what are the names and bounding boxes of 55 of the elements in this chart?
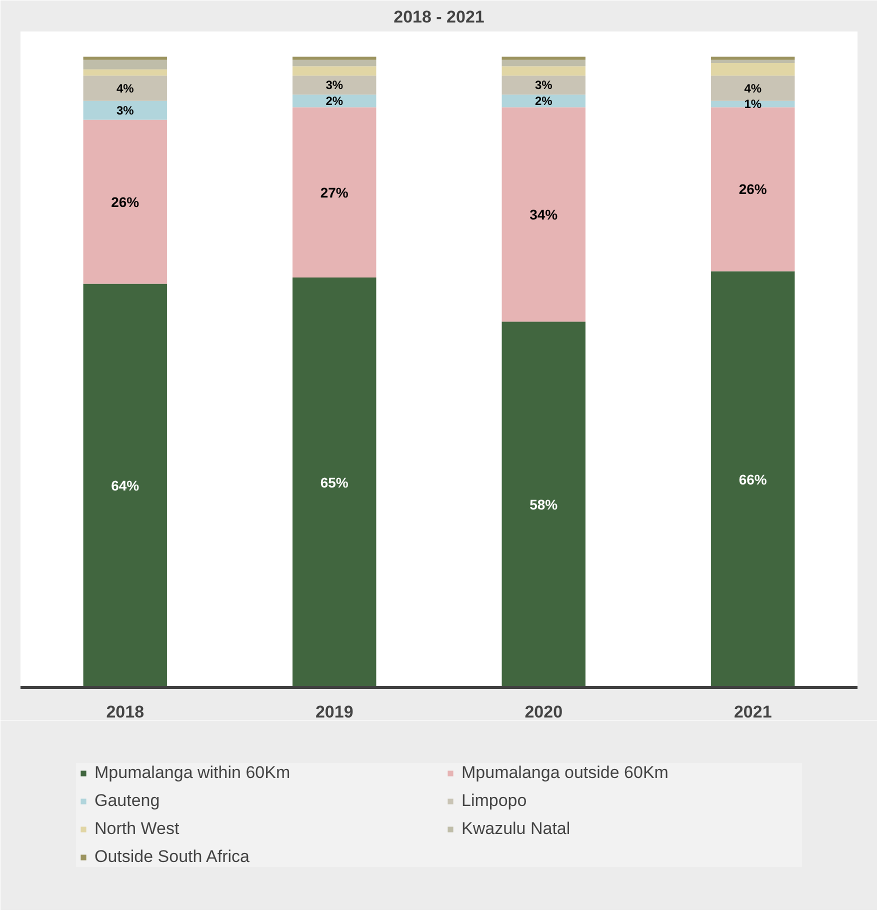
bar [502,107,586,322]
data-label: 2% [534,94,553,108]
bar [502,66,586,76]
legend-label: Mpumalanga within 60Km [94,763,292,783]
data-label: 3% [326,78,344,92]
bar [502,76,586,95]
legend-label: Limpopo [462,791,528,811]
bar [502,60,586,66]
bar [292,278,376,688]
bar [83,56,167,60]
x-tick-label: 2020 [524,702,563,722]
bar [711,60,795,64]
bar [711,271,795,688]
data-label: 1% [744,97,762,112]
bar [83,120,167,284]
data-label: 4% [744,81,762,96]
data-label: 34% [530,206,558,222]
legend-label: North West [94,819,180,839]
x-tick-label: 2021 [734,702,772,722]
data-label: 64% [111,478,140,494]
data-label: 26% [738,181,768,198]
bar [711,63,795,76]
legend-label: Outside South Africa [94,847,250,867]
bar [83,284,167,688]
bar [292,60,376,66]
data-label: 3% [116,103,134,118]
data-label: 26% [111,194,140,210]
bar [292,94,376,108]
data-label: 2% [326,94,344,108]
bar [711,56,795,60]
data-label: 27% [320,184,349,200]
legend-label: Kwazulu Natal [462,819,572,839]
data-label: 3% [534,78,553,92]
legend-label: Mpumalanga outside 60Km [462,763,670,783]
bar [292,66,376,76]
legend-label: Gauteng [94,791,161,811]
bar [83,76,167,101]
bar [292,56,376,60]
data-label: 65% [320,474,349,490]
bar [502,56,586,60]
data-label: 4% [116,81,134,96]
data-label: 66% [738,471,768,488]
data-label: 58% [530,496,558,513]
bar [502,322,586,688]
x-tick-label: 2018 [106,702,144,722]
bar [292,76,376,95]
bar [502,94,586,108]
bar [711,76,795,101]
bar [83,100,167,120]
bar [83,69,167,76]
bar [83,60,167,70]
x-tick-label: 2019 [315,702,354,722]
bar [711,107,795,272]
chart-title: 2018 - 2021 [394,8,484,26]
bar [292,107,376,278]
